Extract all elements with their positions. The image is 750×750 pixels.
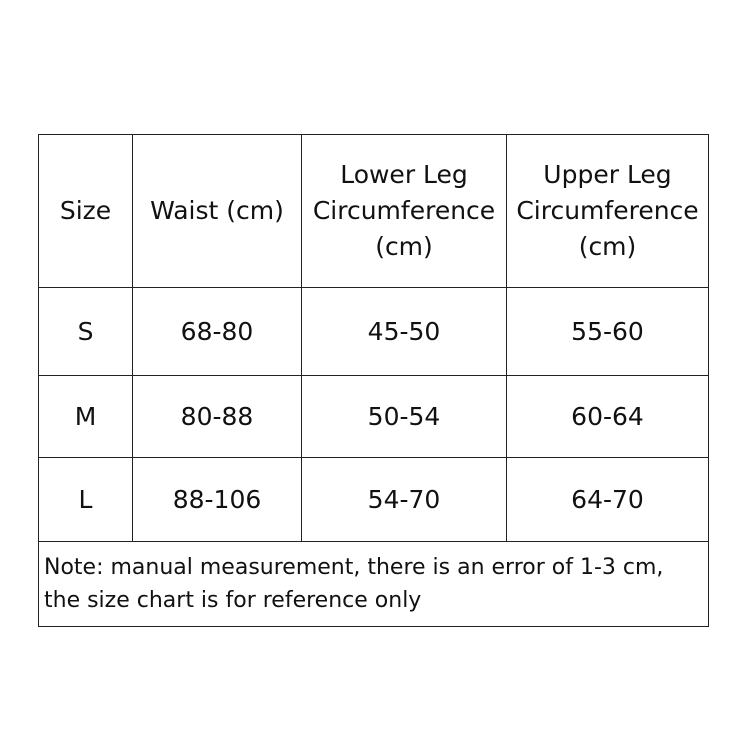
header-waist: Waist (cm) <box>132 134 302 288</box>
cell-size: S <box>38 287 133 376</box>
table-row: M 80-88 50-54 60-64 <box>38 375 709 458</box>
note-text: Note: manual measurement, there is an er… <box>38 541 709 627</box>
table-row: L 88-106 54-70 64-70 <box>38 457 709 542</box>
note-row: Note: manual measurement, there is an er… <box>38 541 709 627</box>
cell-lower-leg: 50-54 <box>301 375 507 458</box>
cell-waist: 88-106 <box>132 457 302 542</box>
cell-waist: 68-80 <box>132 287 302 376</box>
cell-waist: 80-88 <box>132 375 302 458</box>
cell-upper-leg: 55-60 <box>506 287 709 376</box>
header-size: Size <box>38 134 133 288</box>
header-upper-leg: Upper Leg Circumference (cm) <box>506 134 709 288</box>
cell-size: L <box>38 457 133 542</box>
header-lower-leg: Lower Leg Circumference (cm) <box>301 134 507 288</box>
size-chart-table: Size Waist (cm) Lower Leg Circumference … <box>38 134 709 627</box>
cell-lower-leg: 54-70 <box>301 457 507 542</box>
table-row: S 68-80 45-50 55-60 <box>38 287 709 376</box>
cell-upper-leg: 64-70 <box>506 457 709 542</box>
header-row: Size Waist (cm) Lower Leg Circumference … <box>38 134 709 288</box>
cell-size: M <box>38 375 133 458</box>
cell-upper-leg: 60-64 <box>506 375 709 458</box>
cell-lower-leg: 45-50 <box>301 287 507 376</box>
